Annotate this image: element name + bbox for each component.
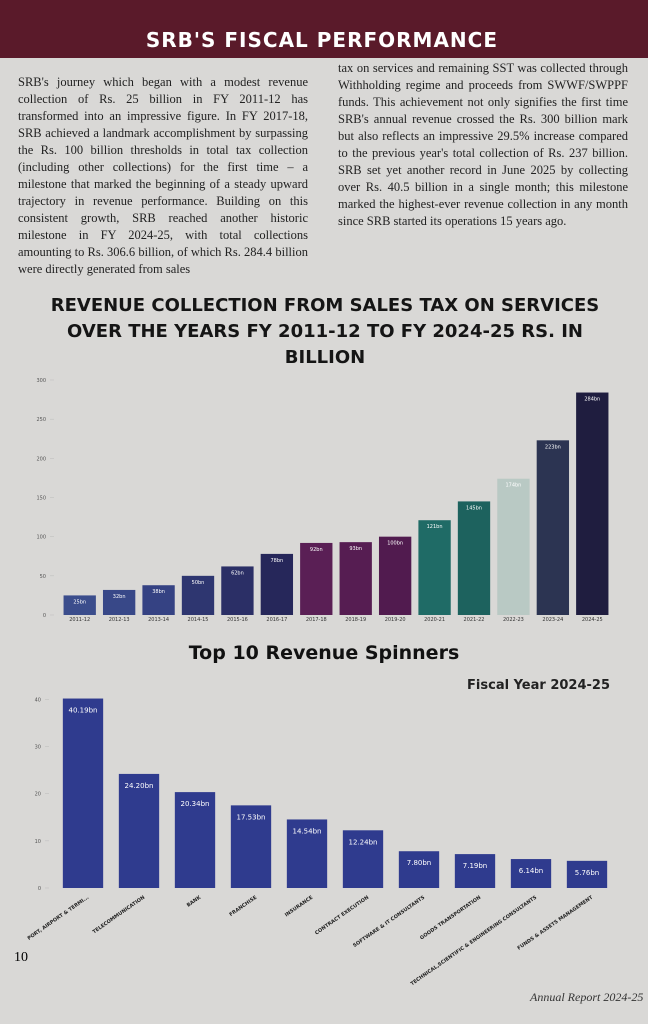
body-left: SRB's journey which began with a modest … <box>18 75 308 276</box>
value-label: 223bn <box>545 444 561 450</box>
x-tick-label: 2015-16 <box>227 617 248 623</box>
x-tick-label: 2020-21 <box>424 617 445 623</box>
value-label: 92bn <box>310 547 323 553</box>
x-tick-label: TECHNICAL,SCIENTIFIC & ENGINEERING CONSU… <box>410 894 539 987</box>
bar <box>454 854 496 888</box>
bar <box>497 478 530 615</box>
value-label: 40.19bn <box>69 707 98 715</box>
x-tick-label: 2023-24 <box>542 617 563 623</box>
x-tick-label: 2021-22 <box>464 617 485 623</box>
x-tick-label: PORT, AIRPORT & TERMI... <box>27 895 91 942</box>
x-tick-label: FRANCHISE <box>228 894 258 918</box>
y-tick-label: 0 <box>38 886 41 892</box>
x-tick-label: CONTRACT EXECUTION <box>314 895 370 937</box>
x-tick-label: BANK <box>186 894 203 909</box>
value-label: 174bn <box>505 483 521 489</box>
bar <box>378 536 412 615</box>
chart-subtitle: Fiscal Year 2024-25 <box>467 678 610 693</box>
chart-title: REVENUE COLLECTION FROM SALES TAX ON SER… <box>50 295 600 368</box>
x-tick-label: 2019-20 <box>385 617 406 623</box>
bar <box>174 792 216 888</box>
y-tick-label: 30 <box>35 745 41 751</box>
value-label: 7.80bn <box>407 859 431 867</box>
x-tick-label: 2018-19 <box>345 617 366 623</box>
x-tick-label: 2024-25 <box>582 617 603 623</box>
bar <box>230 805 272 888</box>
x-tick-label: 2012-13 <box>109 617 130 623</box>
bar <box>221 566 254 615</box>
bar <box>62 698 104 888</box>
x-tick-label: 2022-23 <box>503 617 524 623</box>
value-label: 20.34bn <box>181 800 210 808</box>
y-tick-label: 10 <box>35 839 41 845</box>
value-label: 100bn <box>387 541 403 547</box>
x-tick-label: 2014-15 <box>188 617 209 623</box>
value-label: 12.24bn <box>349 838 378 846</box>
x-tick-label: INSURANCE <box>284 894 315 918</box>
body-right: tax on services and remaining SST was co… <box>338 61 628 228</box>
header-title: SRB'S FISCAL PERFORMANCE <box>145 28 498 52</box>
chart-title: Top 10 Revenue Spinners <box>188 642 460 664</box>
value-label: 24.20bn <box>125 782 154 790</box>
bar <box>536 440 570 615</box>
bar <box>457 501 491 615</box>
value-label: 7.19bn <box>463 862 487 870</box>
bar <box>260 553 294 615</box>
bar <box>510 859 552 888</box>
y-tick-label: 100 <box>36 535 46 541</box>
bar <box>142 585 175 615</box>
bar <box>286 819 328 888</box>
bar <box>342 830 384 888</box>
bar <box>63 595 96 615</box>
bar <box>398 851 440 888</box>
x-tick-label: 2011-12 <box>69 617 90 623</box>
page-number: 10 <box>14 950 28 965</box>
value-label: 78bn <box>270 558 283 564</box>
bar <box>118 773 160 888</box>
x-tick-label: TELECOMMUNICATION <box>92 895 146 936</box>
x-tick-label: GOODS TRANSPORTATION <box>419 895 482 942</box>
footer: Annual Report 2024-25 <box>530 990 644 1004</box>
y-tick-label: 20 <box>35 792 41 798</box>
x-tick-label: 2013-14 <box>148 617 169 623</box>
y-tick-label: 0 <box>43 613 46 619</box>
value-label: 25bn <box>73 599 86 605</box>
value-label: 38bn <box>152 589 165 595</box>
y-tick-label: 300 <box>36 378 46 384</box>
y-tick-label: 150 <box>36 496 46 502</box>
bar <box>181 575 215 615</box>
value-label: 50bn <box>192 580 205 586</box>
y-tick-label: 200 <box>36 456 46 462</box>
value-label: 62bn <box>231 570 244 576</box>
y-tick-label: 250 <box>36 417 46 423</box>
x-tick-label: 2016-17 <box>266 617 287 623</box>
bar <box>576 392 609 615</box>
value-label: 17.53bn <box>237 813 266 821</box>
bar <box>339 542 372 615</box>
value-label: 5.76bn <box>575 869 599 877</box>
y-tick-label: 40 <box>35 697 41 703</box>
bar <box>418 520 451 615</box>
value-label: 93bn <box>349 546 362 552</box>
value-label: 32bn <box>113 594 126 600</box>
value-label: 284bn <box>584 397 600 403</box>
bar <box>566 860 608 888</box>
value-label: 121bn <box>427 524 443 530</box>
value-label: 14.54bn <box>293 827 322 835</box>
y-tick-label: 50 <box>40 574 46 580</box>
value-label: 6.14bn <box>519 867 543 875</box>
value-label: 145bn <box>466 505 482 511</box>
x-tick-label: 2017-18 <box>306 617 327 623</box>
bar <box>102 589 136 615</box>
header: SRB'S FISCAL PERFORMANCE <box>0 0 648 58</box>
bar <box>300 542 333 615</box>
